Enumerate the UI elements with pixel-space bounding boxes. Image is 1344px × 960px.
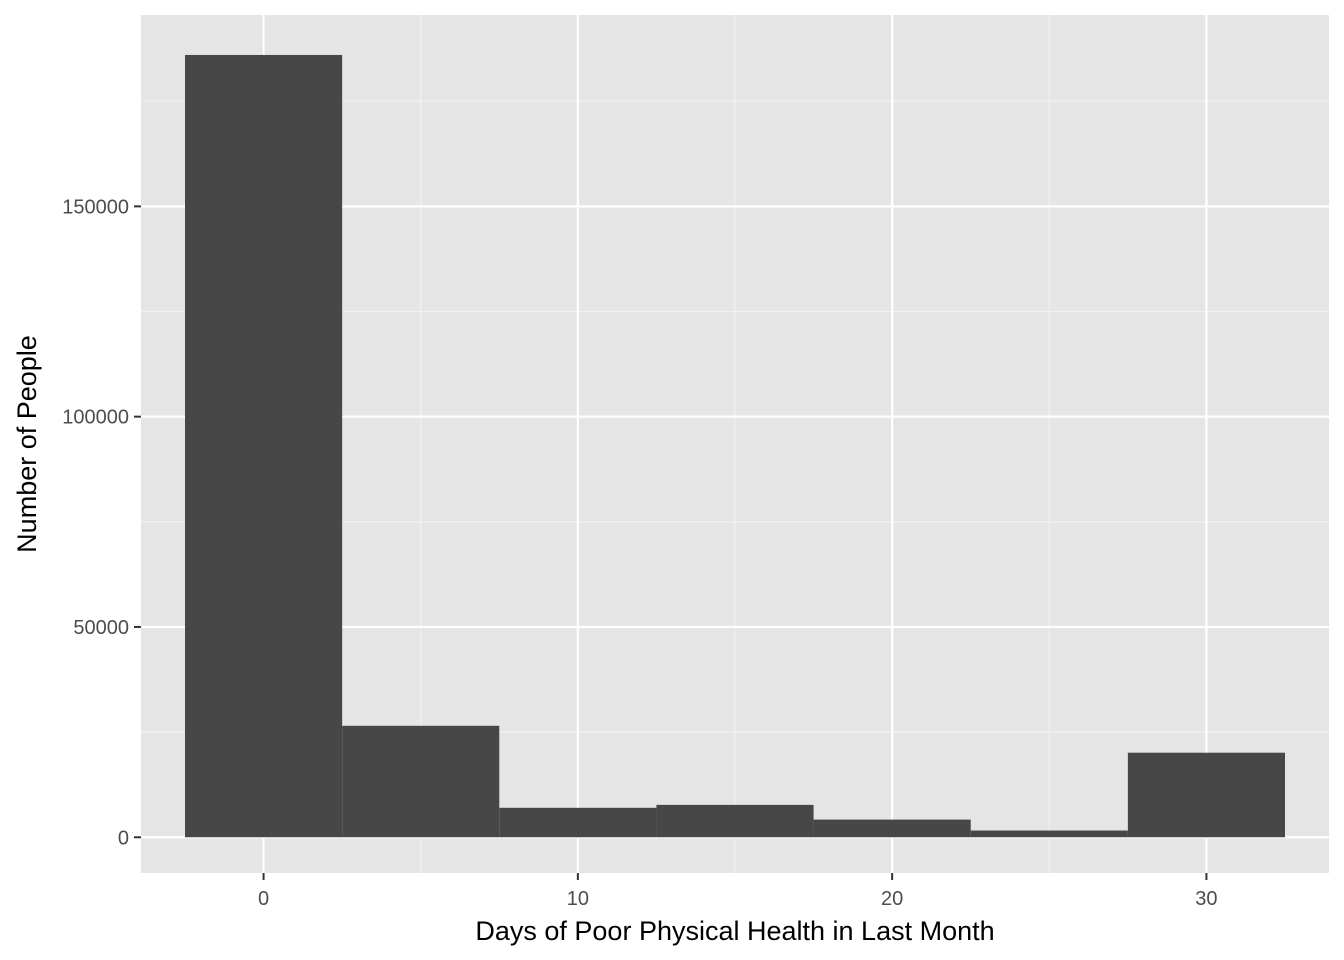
histogram-bar: [185, 54, 343, 838]
y-tick-label: 100000: [62, 407, 129, 429]
histogram-bar: [813, 819, 971, 838]
y-axis-title: Number of People: [12, 335, 42, 553]
x-tick-label: 0: [258, 888, 269, 910]
histogram-bar: [342, 725, 500, 838]
y-axis: 0 50000 100000 150000: [62, 196, 141, 849]
histogram-bar: [656, 804, 814, 838]
histogram-bars: [185, 54, 1285, 838]
y-tick-label: 0: [118, 827, 129, 849]
histogram-bar: [970, 830, 1128, 838]
x-tick-label: 10: [567, 888, 589, 910]
x-tick-label: 20: [881, 888, 903, 910]
x-tick-label: 30: [1195, 888, 1217, 910]
y-tick-label: 150000: [62, 196, 129, 218]
y-tick-label: 50000: [73, 617, 129, 639]
histogram-bar: [499, 807, 657, 838]
x-axis: 0 10 20 30: [258, 873, 1218, 910]
x-axis-title: Days of Poor Physical Health in Last Mon…: [475, 916, 994, 946]
histogram-bar: [1127, 752, 1285, 838]
